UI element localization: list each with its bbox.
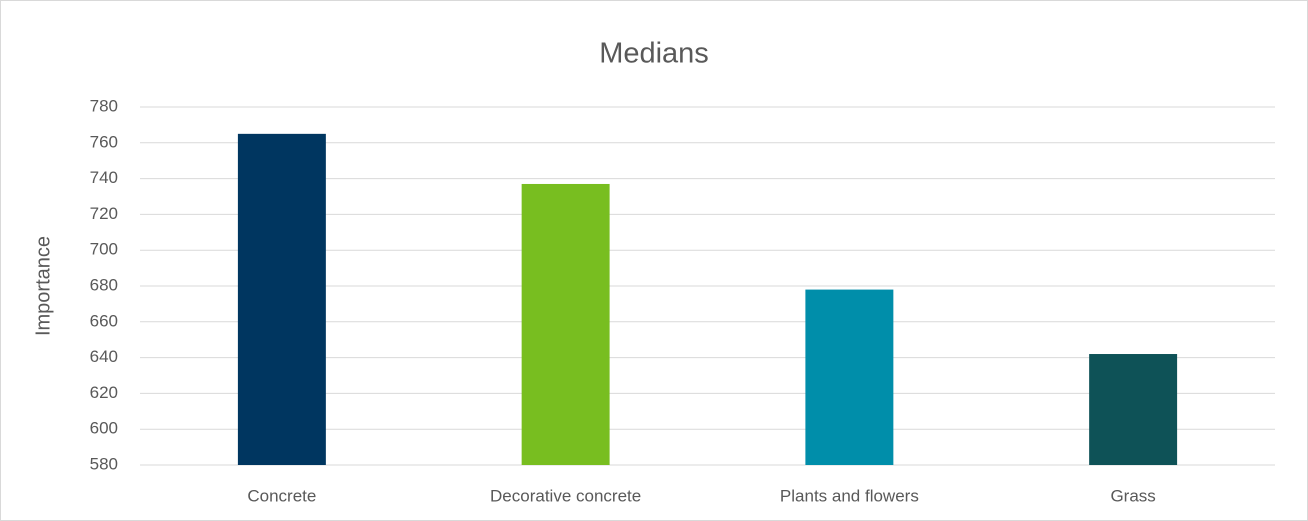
y-tick-label: 600 (90, 419, 118, 438)
x-tick-label: Decorative concrete (490, 486, 641, 505)
y-tick-label: 680 (90, 275, 118, 294)
y-tick-label: 620 (90, 383, 118, 402)
x-tick-label: Grass (1110, 486, 1155, 505)
bar (521, 183, 610, 465)
y-tick-label: 640 (90, 347, 118, 366)
y-tick-label: 760 (90, 132, 118, 151)
bar (1089, 354, 1178, 465)
y-tick-label: 660 (90, 311, 118, 330)
y-axis-label: Importance (32, 236, 54, 336)
x-tick-label: Concrete (247, 486, 316, 505)
chart-title: Medians (599, 38, 709, 70)
x-tick-label: Plants and flowers (780, 486, 919, 505)
y-tick-label: 700 (90, 240, 118, 259)
bar (805, 289, 894, 465)
y-tick-label: 720 (90, 204, 118, 223)
y-tick-label: 780 (90, 96, 118, 115)
y-tick-label: 580 (90, 454, 118, 473)
bar (237, 133, 326, 465)
y-tick-label: 740 (90, 168, 118, 187)
